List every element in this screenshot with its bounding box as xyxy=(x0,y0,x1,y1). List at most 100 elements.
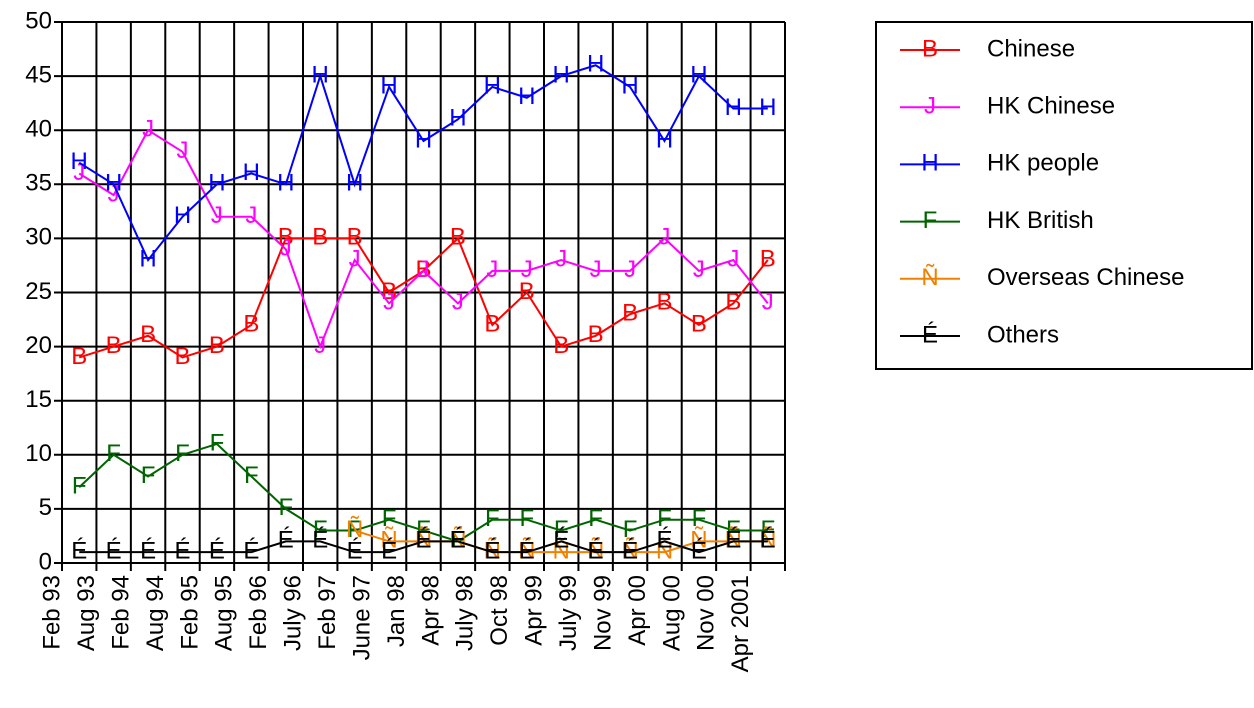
point-marker: F xyxy=(726,516,741,543)
point-marker: É xyxy=(243,538,259,565)
point-marker: F xyxy=(657,505,672,532)
point-marker: J xyxy=(177,137,189,164)
point-marker: É xyxy=(484,538,500,565)
legend-box xyxy=(875,21,1253,370)
point-marker: H xyxy=(243,159,260,186)
point-marker: H xyxy=(484,72,501,99)
legend-marker: B xyxy=(922,35,938,62)
point-marker: J xyxy=(521,256,533,283)
point-marker: B xyxy=(71,343,87,370)
point-marker: É xyxy=(209,538,225,565)
point-marker: H xyxy=(277,170,294,197)
point-marker: B xyxy=(106,332,122,359)
point-marker: Ñ xyxy=(449,527,466,554)
x-tick-label: July 98 xyxy=(452,575,479,651)
point-marker: F xyxy=(347,516,362,543)
point-marker: F xyxy=(451,527,466,554)
point-marker: J xyxy=(142,116,154,143)
x-tick-label: Aug 00 xyxy=(658,575,685,651)
point-marker: H xyxy=(208,170,225,197)
x-tick-label: Aug 93 xyxy=(73,575,100,651)
x-tick-label: Aug 94 xyxy=(142,575,169,651)
x-tick-label: July 99 xyxy=(555,575,582,651)
x-tick-label: Aug 95 xyxy=(211,575,238,651)
point-marker: J xyxy=(727,245,739,272)
point-marker: É xyxy=(691,538,707,565)
point-marker: Ñ xyxy=(553,538,570,565)
point-marker: F xyxy=(760,516,775,543)
point-marker: H xyxy=(312,61,329,88)
point-marker: É xyxy=(312,527,328,554)
y-tick-label: 30 xyxy=(25,224,52,251)
point-marker: H xyxy=(449,105,466,132)
point-marker: J xyxy=(108,180,120,207)
point-marker: J xyxy=(486,256,498,283)
point-marker: B xyxy=(140,321,156,348)
series-line xyxy=(78,442,768,543)
legend-label: Chinese xyxy=(987,35,1075,62)
point-marker: H xyxy=(690,61,707,88)
x-tick-label: Apr 98 xyxy=(417,575,444,646)
point-marker: É xyxy=(347,538,363,565)
point-marker: É xyxy=(553,527,569,554)
x-tick-label: Feb 96 xyxy=(245,575,272,650)
point-marker: B xyxy=(760,245,776,272)
legend-marker: F xyxy=(923,207,938,234)
point-marker: J xyxy=(659,224,671,251)
point-marker: F xyxy=(485,505,500,532)
y-tick-label: 25 xyxy=(25,278,52,305)
point-marker: B xyxy=(278,224,294,251)
point-marker: B xyxy=(691,310,707,337)
point-marker: É xyxy=(656,527,672,554)
point-marker: B xyxy=(553,332,569,359)
point-marker: J xyxy=(349,245,361,272)
series-line xyxy=(79,540,768,554)
x-tick-label: Feb 93 xyxy=(39,575,66,650)
point-marker: Ñ xyxy=(518,538,535,565)
x-tick-label: June 97 xyxy=(348,575,375,660)
point-marker: B xyxy=(243,310,259,337)
point-marker: É xyxy=(450,527,466,554)
x-tick-label: Feb 95 xyxy=(176,575,203,650)
point-marker: Ñ xyxy=(759,527,776,554)
y-tick-label: 20 xyxy=(25,332,52,359)
point-marker: É xyxy=(381,538,397,565)
point-marker: H xyxy=(71,148,88,175)
x-tick-label: Nov 00 xyxy=(693,575,720,651)
legend-label: Overseas Chinese xyxy=(987,264,1184,291)
point-marker: É xyxy=(106,538,122,565)
point-marker: F xyxy=(623,516,638,543)
legend-marker: É xyxy=(922,321,938,348)
point-marker: F xyxy=(141,462,156,489)
point-marker: Ñ xyxy=(346,516,363,543)
point-marker: F xyxy=(554,516,569,543)
point-marker: H xyxy=(656,126,673,153)
point-marker: F xyxy=(588,505,603,532)
point-marker: B xyxy=(484,310,500,337)
point-marker: F xyxy=(416,516,431,543)
point-marker: F xyxy=(278,494,293,521)
point-marker: F xyxy=(382,505,397,532)
x-tick-label: July 96 xyxy=(280,575,307,651)
legend-label: Others xyxy=(987,321,1059,348)
point-marker: H xyxy=(621,72,638,99)
point-marker: É xyxy=(588,538,604,565)
point-marker: B xyxy=(312,224,328,251)
point-marker: É xyxy=(622,538,638,565)
point-marker: J xyxy=(383,289,395,316)
y-tick-label: 10 xyxy=(25,440,52,467)
point-marker: É xyxy=(174,538,190,565)
point-marker: J xyxy=(245,202,257,229)
point-marker: J xyxy=(693,256,705,283)
x-tick-label: Jan 98 xyxy=(383,575,410,647)
point-marker: B xyxy=(347,224,363,251)
legend-marker: H xyxy=(921,150,938,177)
y-tick-label: 40 xyxy=(25,116,52,143)
point-marker: H xyxy=(759,94,776,121)
point-marker: É xyxy=(519,538,535,565)
point-marker: H xyxy=(518,83,535,110)
point-marker: É xyxy=(140,538,156,565)
legend-label: HK people xyxy=(987,150,1099,177)
